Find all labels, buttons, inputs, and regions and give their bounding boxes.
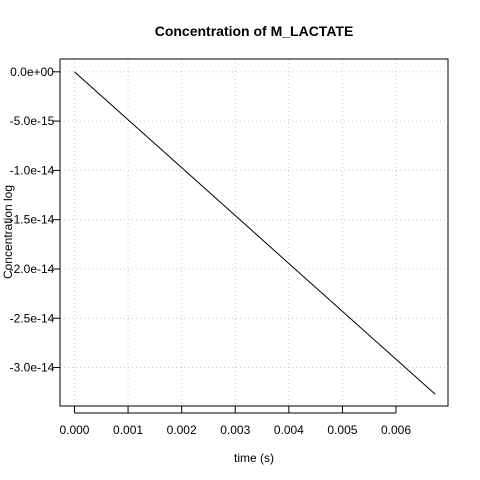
series-group [74, 71, 436, 395]
y-tick-label: -2.5e-14 [10, 311, 55, 325]
y-tick-label: -1.5e-14 [10, 213, 55, 227]
x-tick-label: 0.001 [113, 423, 143, 437]
x-axis: 0.000 0.001 0.002 0.003 0.004 0.005 0.006 [59, 406, 411, 437]
x-tick-label: 0.006 [381, 423, 411, 437]
x-tick-label: 0.000 [59, 423, 89, 437]
y-tick-label: 0.0e+00 [10, 65, 54, 79]
y-axis-label: Concentration log [1, 185, 15, 279]
x-tick-label: 0.002 [167, 423, 197, 437]
y-tick-label: -3.0e-14 [10, 361, 55, 375]
x-tick-label: 0.004 [274, 423, 304, 437]
y-tick-label: -2.0e-14 [10, 262, 55, 276]
chart-title: Concentration of M_LACTATE [155, 23, 354, 39]
y-tick-label: -1.0e-14 [10, 163, 55, 177]
series-line [74, 71, 436, 395]
grid-lines [60, 59, 448, 406]
x-tick-label: 0.005 [327, 423, 357, 437]
y-axis: 0.0e+00 -5.0e-15 -1.0e-14 -1.5e-14 -2.0e-14 -… [10, 65, 60, 375]
x-axis-label: time (s) [234, 451, 274, 465]
plot-frame [59, 58, 449, 407]
x-tick-label: 0.003 [220, 423, 250, 437]
y-tick-label: -5.0e-15 [10, 114, 55, 128]
